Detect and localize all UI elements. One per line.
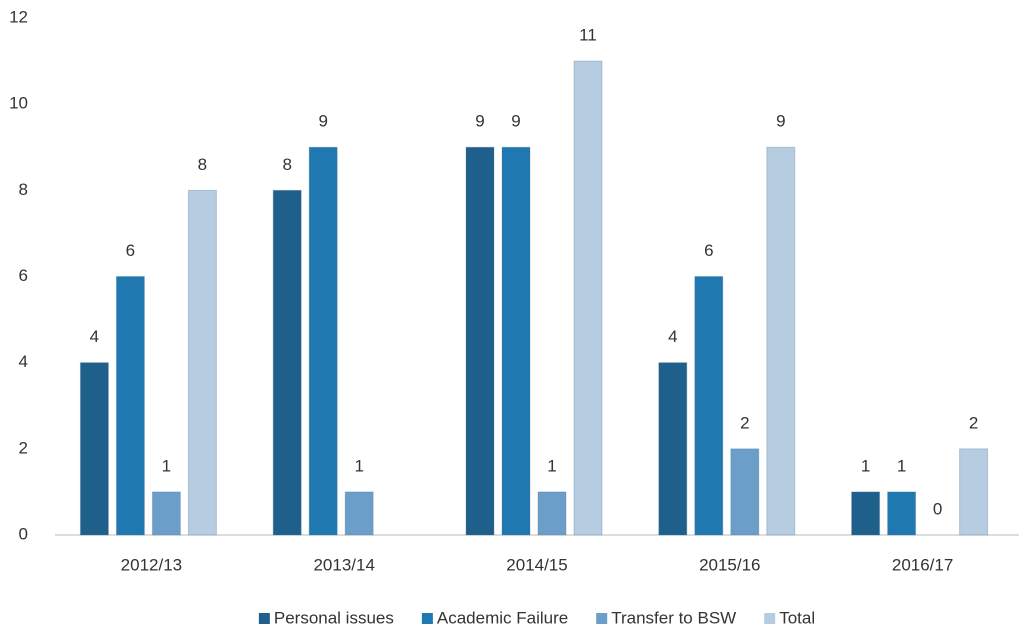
bar [766, 146, 796, 536]
data-label: 1 [861, 456, 870, 475]
bar [658, 362, 688, 536]
data-label: 1 [162, 456, 171, 475]
y-tick-label: 12 [9, 7, 28, 26]
data-label: 9 [318, 112, 327, 131]
y-tick-label: 0 [19, 524, 28, 543]
data-label: 1 [897, 456, 906, 475]
bar [730, 448, 760, 536]
data-label: 6 [704, 241, 713, 260]
bar [308, 146, 338, 536]
x-tick-label: 2013/14 [313, 555, 374, 574]
x-tick-label: 2016/17 [892, 555, 953, 574]
data-label: 0 [933, 499, 942, 518]
bar [465, 146, 495, 536]
legend-label: Academic Failure [437, 608, 568, 627]
data-label: 8 [282, 155, 291, 174]
data-label: 8 [198, 155, 207, 174]
bar [151, 491, 181, 536]
bar [79, 362, 109, 536]
bar [573, 60, 603, 536]
legend-label: Transfer to BSW [611, 608, 736, 627]
bar [272, 189, 302, 536]
legend-label: Personal issues [274, 608, 394, 627]
bar [115, 276, 145, 536]
data-label: 6 [126, 241, 135, 260]
legend-swatch [764, 613, 776, 624]
y-tick-label: 8 [19, 180, 28, 199]
x-tick-label: 2015/16 [699, 555, 760, 574]
data-label: 9 [475, 112, 484, 131]
bar [344, 491, 374, 536]
data-label: 2 [740, 413, 749, 432]
y-tick-label: 2 [19, 438, 28, 457]
y-tick-label: 4 [19, 352, 28, 371]
data-label: 4 [90, 327, 99, 346]
bar [694, 276, 724, 536]
bar [187, 189, 217, 536]
bar [537, 491, 567, 536]
y-tick-label: 6 [19, 266, 28, 285]
data-label: 9 [776, 112, 785, 131]
bar [959, 448, 989, 536]
y-tick-label: 10 [9, 94, 28, 113]
legend-swatch [258, 613, 270, 624]
bar [851, 491, 881, 536]
x-tick-label: 2014/15 [506, 555, 567, 574]
data-label: 1 [547, 456, 556, 475]
data-label: 4 [668, 327, 677, 346]
data-label: 2 [969, 413, 978, 432]
data-label: 11 [579, 26, 597, 45]
bar [501, 146, 531, 536]
legend-label: Total [779, 608, 815, 627]
data-label: 9 [511, 112, 520, 131]
legend-swatch [421, 613, 433, 624]
x-tick-label: 2012/13 [121, 555, 182, 574]
legend-swatch [596, 613, 608, 624]
bar [887, 491, 917, 536]
data-label: 1 [354, 456, 363, 475]
